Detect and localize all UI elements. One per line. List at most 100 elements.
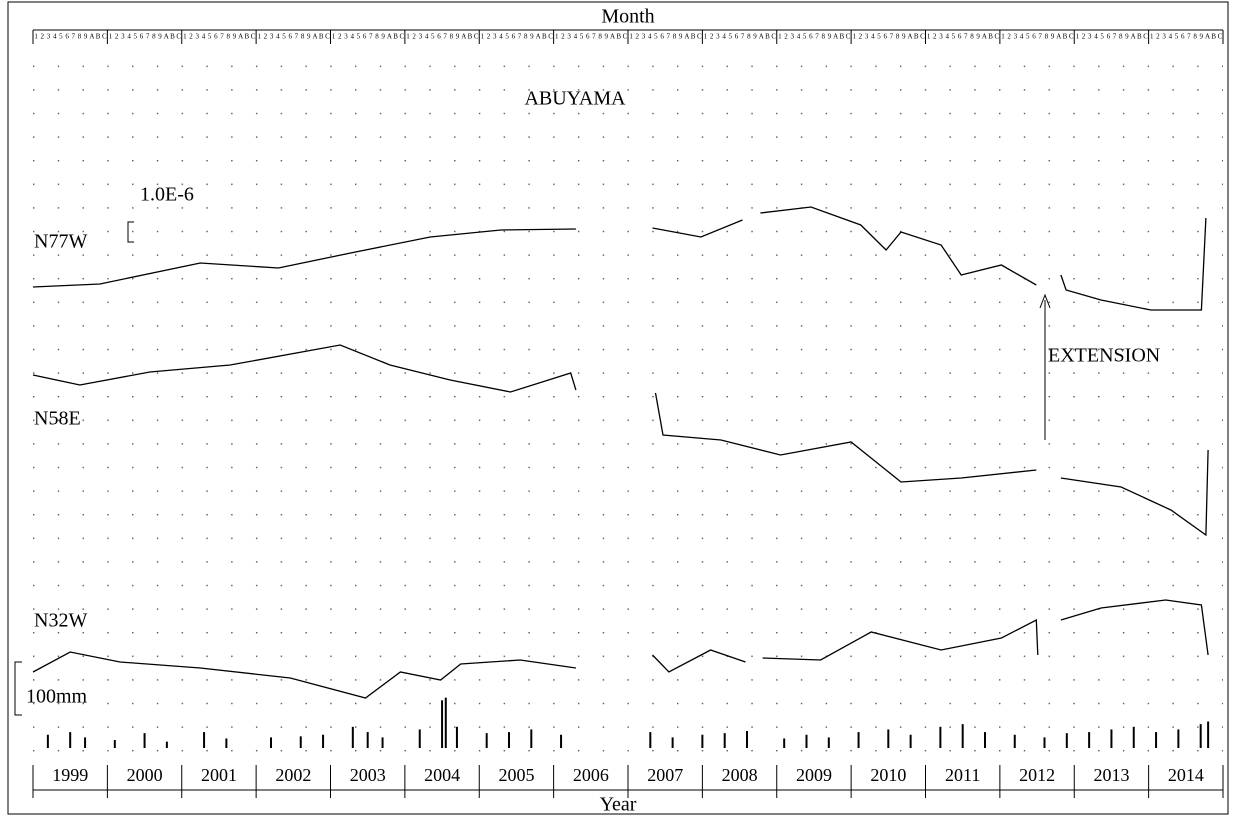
month-label: A [610, 33, 615, 41]
month-label: A [164, 33, 169, 41]
rain-bar [455, 726, 458, 748]
year-label: 2003 [350, 765, 386, 785]
month-label: 5 [208, 33, 212, 41]
month-label: 9 [976, 33, 980, 41]
month-label: C [1143, 33, 1148, 41]
month-label: 2 [338, 33, 342, 41]
month-label: 2 [189, 33, 193, 41]
month-label: C [474, 33, 479, 41]
month-label: 8 [598, 33, 602, 41]
month-label: 5 [282, 33, 286, 41]
month-label: 1 [704, 33, 708, 41]
rain-bar [827, 737, 830, 748]
month-label: 5 [580, 33, 584, 41]
rain-bar [381, 737, 384, 748]
month-label: 7 [220, 33, 224, 41]
year-label: 2006 [573, 765, 609, 785]
year-label: 2001 [201, 765, 237, 785]
month-label: 9 [158, 33, 162, 41]
month-label: 6 [660, 33, 664, 41]
year-label: 2002 [275, 765, 311, 785]
month-label: 2 [412, 33, 416, 41]
month-label: 1 [555, 33, 559, 41]
month-label: 1 [257, 33, 261, 41]
month-label: 9 [902, 33, 906, 41]
strain-scale-label: 1.0E-6 [140, 184, 194, 206]
month-label: 4 [797, 33, 801, 41]
month-label: 2 [115, 33, 119, 41]
month-label: 3 [47, 33, 51, 41]
year-label: 2010 [870, 765, 906, 785]
month-label: 1 [1001, 33, 1005, 41]
rain-bar [270, 737, 272, 748]
month-label: 3 [195, 33, 199, 41]
month-label: C [623, 33, 628, 41]
month-label: 1 [927, 33, 931, 41]
month-label: B [691, 33, 696, 41]
rain-bar [746, 731, 748, 748]
month-label: 8 [970, 33, 974, 41]
month-label: 7 [295, 33, 299, 41]
month-label: 7 [518, 33, 522, 41]
month-label: C [697, 33, 702, 41]
month-label: C [1218, 33, 1223, 41]
month-label: 4 [871, 33, 875, 41]
month-label: 3 [270, 33, 274, 41]
rain-bar [418, 729, 421, 748]
month-label: A [684, 33, 689, 41]
month-label: 7 [890, 33, 894, 41]
month-label: B [616, 33, 621, 41]
month-label: 3 [716, 33, 720, 41]
x-axis-label: Year [600, 794, 637, 816]
month-label: 2 [561, 33, 565, 41]
month-label: 3 [419, 33, 423, 41]
month-label: 4 [350, 33, 354, 41]
month-label: 7 [741, 33, 745, 41]
month-label: B [839, 33, 844, 41]
month-label: A [759, 33, 764, 41]
month-label: 7 [964, 33, 968, 41]
year-label: 2008 [722, 765, 758, 785]
rain-bar [649, 732, 652, 748]
month-label: 8 [524, 33, 528, 41]
month-label: 7 [146, 33, 150, 41]
rain-bar [225, 738, 228, 748]
month-label: 1 [481, 33, 485, 41]
month-label: 7 [1187, 33, 1191, 41]
month-label: 8 [1119, 33, 1123, 41]
month-label: 1 [1076, 33, 1080, 41]
month-label: A [461, 33, 466, 41]
chart-title: ABUYAMA [524, 88, 626, 110]
month-label: 2 [487, 33, 491, 41]
month-label: 4 [574, 33, 578, 41]
year-label: 2014 [1168, 765, 1204, 785]
month-label: 5 [952, 33, 956, 41]
month-label: 4 [202, 33, 206, 41]
month-label: 1 [406, 33, 410, 41]
month-label: C [1069, 33, 1074, 41]
month-label: 2 [41, 33, 45, 41]
month-label: 7 [1038, 33, 1042, 41]
rain-bar [322, 734, 325, 748]
month-label: B [542, 33, 547, 41]
month-label: 1 [1150, 33, 1154, 41]
rain-bar [1207, 721, 1210, 748]
month-label: 9 [753, 33, 757, 41]
month-label: 5 [803, 33, 807, 41]
month-label: 5 [431, 33, 435, 41]
year-label: 2011 [945, 765, 980, 785]
month-label: C [548, 33, 553, 41]
month-label: 3 [567, 33, 571, 41]
month-label: 4 [127, 33, 131, 41]
month-label: 8 [375, 33, 379, 41]
month-label: 6 [65, 33, 69, 41]
month-label: 6 [512, 33, 516, 41]
rain-bar [508, 732, 510, 748]
rain-bar [783, 738, 786, 748]
month-label: 4 [499, 33, 503, 41]
month-label: 6 [883, 33, 887, 41]
month-label: A [1131, 33, 1136, 41]
series-label: N32W [34, 610, 87, 632]
strain-line [32, 206, 1207, 311]
